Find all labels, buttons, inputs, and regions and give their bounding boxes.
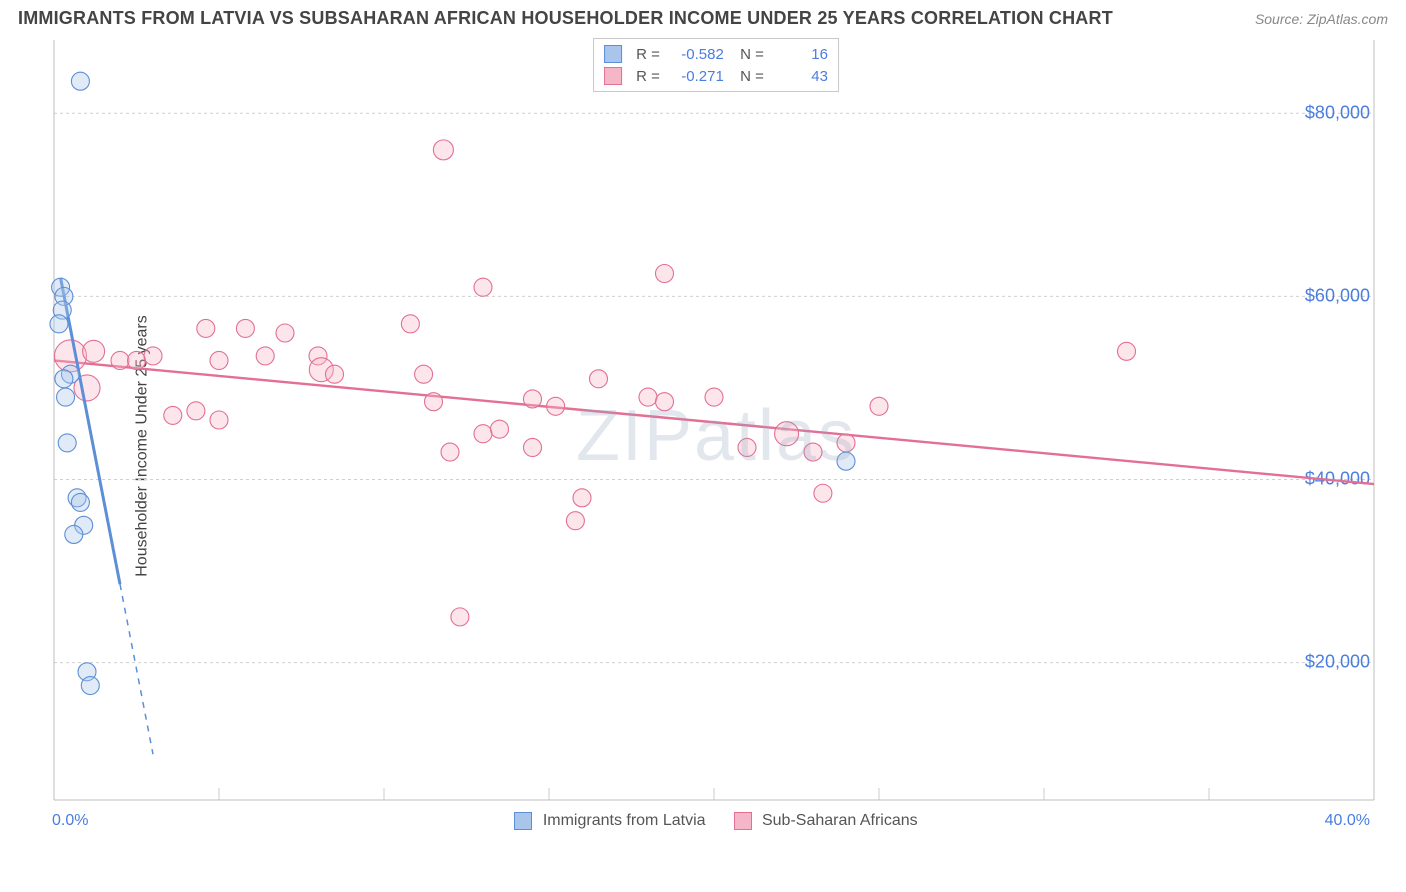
legend-label-series2: Sub-Saharan Africans xyxy=(762,812,918,829)
data-point xyxy=(656,264,674,282)
data-point xyxy=(524,390,542,408)
svg-text:$80,000: $80,000 xyxy=(1305,102,1370,122)
legend-swatch-icon xyxy=(734,812,752,830)
data-point xyxy=(111,351,129,369)
x-axis-min-label: 0.0% xyxy=(52,812,88,830)
data-point xyxy=(55,370,73,388)
data-point xyxy=(50,315,68,333)
legend-label-series1: Immigrants from Latvia xyxy=(543,812,706,829)
data-point xyxy=(738,438,756,456)
data-point xyxy=(804,443,822,461)
data-point xyxy=(58,434,76,452)
data-point xyxy=(590,370,608,388)
data-point xyxy=(415,365,433,383)
data-point xyxy=(524,438,542,456)
data-point xyxy=(83,340,105,362)
data-point xyxy=(433,140,453,160)
bottom-legend: 0.0% Immigrants from Latvia Sub-Saharan … xyxy=(44,812,1388,830)
chart-title: IMMIGRANTS FROM LATVIA VS SUBSAHARAN AFR… xyxy=(18,8,1113,29)
x-axis-max-label: 40.0% xyxy=(1325,812,1370,830)
data-point xyxy=(814,484,832,502)
svg-text:$60,000: $60,000 xyxy=(1305,285,1370,305)
data-point xyxy=(1118,342,1136,360)
data-point xyxy=(705,388,723,406)
correlation-legend: R = -0.582 N = 16 R = -0.271 N = 43 xyxy=(593,38,839,92)
svg-text:$20,000: $20,000 xyxy=(1305,652,1370,672)
data-point xyxy=(197,319,215,337)
data-point xyxy=(837,434,855,452)
legend-row-series2: R = -0.271 N = 43 xyxy=(604,65,828,87)
data-point xyxy=(474,425,492,443)
legend-row-series1: R = -0.582 N = 16 xyxy=(604,43,828,65)
data-point xyxy=(256,347,274,365)
legend-n-value-1: 16 xyxy=(772,46,828,63)
legend-r-label: R = xyxy=(636,68,660,85)
data-point xyxy=(236,319,254,337)
chart-source: Source: ZipAtlas.com xyxy=(1255,11,1388,27)
data-point xyxy=(425,393,443,411)
data-point xyxy=(870,397,888,415)
chart-header: IMMIGRANTS FROM LATVIA VS SUBSAHARAN AFR… xyxy=(0,0,1406,33)
legend-swatch-icon xyxy=(514,812,532,830)
legend-n-label: N = xyxy=(732,46,764,63)
data-point xyxy=(210,351,228,369)
data-point xyxy=(144,347,162,365)
data-point xyxy=(837,452,855,470)
data-point xyxy=(547,397,565,415)
legend-n-value-2: 43 xyxy=(772,68,828,85)
legend-r-value-2: -0.271 xyxy=(668,68,724,85)
data-point xyxy=(491,420,509,438)
scatter-chart-svg: $20,000$40,000$60,000$80,000 xyxy=(44,36,1388,836)
legend-item-series2: Sub-Saharan Africans xyxy=(734,812,918,830)
legend-swatch-series2 xyxy=(604,67,622,85)
data-point xyxy=(326,365,344,383)
data-point xyxy=(81,677,99,695)
data-point xyxy=(210,411,228,429)
legend-swatch-series1 xyxy=(604,45,622,63)
data-point xyxy=(57,388,75,406)
legend-r-label: R = xyxy=(636,46,660,63)
data-point xyxy=(775,422,799,446)
data-point xyxy=(187,402,205,420)
data-point xyxy=(65,525,83,543)
data-point xyxy=(474,278,492,296)
data-point xyxy=(128,351,146,369)
data-point xyxy=(566,512,584,530)
data-point xyxy=(164,406,182,424)
data-point xyxy=(441,443,459,461)
data-point xyxy=(451,608,469,626)
legend-r-value-1: -0.582 xyxy=(668,46,724,63)
data-point xyxy=(71,72,89,90)
data-point xyxy=(573,489,591,507)
data-point xyxy=(401,315,419,333)
data-point xyxy=(639,388,657,406)
data-point xyxy=(656,393,674,411)
legend-item-series1: Immigrants from Latvia xyxy=(514,812,705,830)
data-point xyxy=(71,493,89,511)
chart-area: $20,000$40,000$60,000$80,000 ZIPatlas R … xyxy=(44,36,1388,836)
data-point xyxy=(276,324,294,342)
legend-n-label: N = xyxy=(732,68,764,85)
